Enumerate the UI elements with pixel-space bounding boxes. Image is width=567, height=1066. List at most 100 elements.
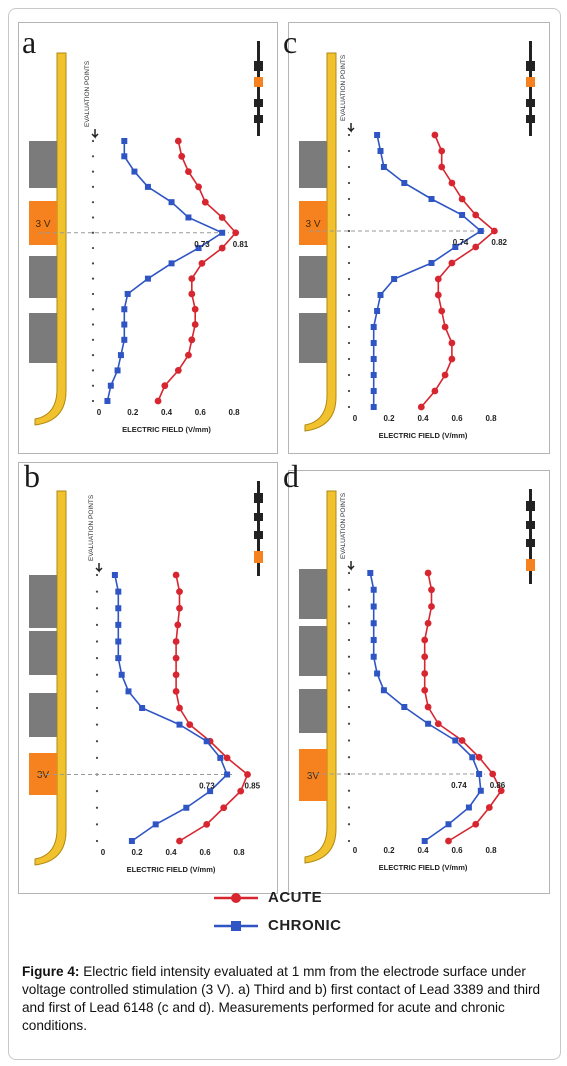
eval-point	[347, 325, 351, 329]
lead-indicator-segment	[526, 501, 535, 511]
eval-point	[95, 839, 99, 843]
eval-point	[91, 231, 95, 234]
active-contact	[299, 749, 327, 801]
chronic-point	[476, 771, 483, 777]
eval-point	[95, 706, 99, 710]
eval-point	[347, 622, 351, 625]
eval-point	[347, 772, 351, 776]
eval-point	[347, 571, 351, 575]
acute-point	[220, 804, 228, 812]
acute-point	[188, 275, 196, 283]
lead-indicator-segment	[526, 61, 535, 71]
acute-point	[472, 211, 480, 219]
acute-point	[172, 571, 180, 579]
acute-point	[188, 336, 196, 344]
caption-label: Figure 4:	[22, 964, 80, 979]
x-tick-label: 0.8	[233, 848, 245, 857]
eval-point	[91, 262, 95, 265]
acute-point	[441, 323, 449, 331]
chronic-point	[118, 671, 125, 678]
eval-point	[347, 655, 351, 658]
acute-point	[174, 621, 182, 629]
y-axis-label: EVALUATION POINTS	[84, 60, 91, 127]
eval-point	[347, 806, 351, 809]
legend-chronic-marker	[214, 921, 258, 931]
x-axis-label: ELECTRIC FIELD (V/mm)	[379, 863, 468, 872]
eval-point	[347, 756, 351, 759]
acute-point	[188, 290, 196, 298]
lead-body	[34, 490, 67, 866]
acute-point	[431, 387, 439, 395]
eval-point	[95, 657, 99, 660]
legend-acute-label: ACUTE	[268, 889, 323, 906]
acute-point	[176, 588, 183, 596]
active-contact	[299, 201, 327, 245]
chronic-point	[370, 340, 377, 346]
acute-point	[489, 770, 497, 778]
acute-point	[458, 737, 466, 744]
eval-point	[347, 405, 351, 409]
contact-1	[299, 141, 327, 188]
chronic-point	[115, 588, 122, 595]
eval-point	[347, 722, 351, 725]
x-tick-label: 0.6	[195, 408, 207, 417]
eval-point	[95, 723, 99, 726]
contact-2	[299, 626, 327, 676]
legend-chronic-label: CHRONIC	[268, 917, 342, 934]
acute-point	[472, 243, 480, 251]
chronic-point	[195, 245, 202, 252]
acute-point	[438, 147, 446, 155]
chronic-point	[131, 168, 138, 175]
chronic-point	[380, 164, 387, 170]
x-tick-label: 0.4	[417, 846, 429, 855]
acute-point	[428, 586, 435, 594]
eval-point	[347, 133, 351, 137]
chronic-point	[152, 821, 159, 828]
y-axis-label: EVALUATION POINTS	[340, 492, 347, 559]
acute-point	[185, 168, 192, 175]
acute-point	[445, 837, 452, 845]
chronic-point	[401, 704, 408, 710]
chart-b: 3V EVALUATION POINTS 0.85 0.73 0 0.2 0.4 0.6 0.8…	[29, 481, 263, 874]
contact-2	[299, 256, 327, 298]
acute-point	[434, 291, 442, 299]
x-tick-label: 0.4	[417, 414, 429, 423]
acute-point	[475, 753, 483, 761]
chronic-point	[104, 398, 111, 404]
lead-indicator-segment	[526, 539, 535, 547]
lead-indicator-segment	[254, 115, 263, 123]
acute-line	[420, 134, 496, 408]
acute-point	[172, 638, 180, 645]
eval-point	[347, 789, 351, 792]
chronic-point	[107, 382, 114, 389]
lead-body	[304, 490, 337, 864]
chronic-point	[114, 367, 121, 374]
chronic-point	[370, 372, 377, 378]
acute-point	[438, 307, 446, 315]
acute-point	[185, 351, 192, 359]
chronic-point	[428, 260, 435, 266]
chronic-point	[367, 570, 374, 576]
chronic-point	[121, 153, 128, 160]
chronic-point	[176, 721, 183, 728]
chronic-point	[117, 352, 124, 359]
panel-b: 3V EVALUATION POINTS 0.85 0.73 0 0.2 0.4 0.6 0.8…	[18, 462, 278, 894]
contact-2	[29, 256, 57, 298]
legend-acute-marker	[214, 893, 258, 903]
chronic-point	[425, 720, 432, 727]
chronic-point	[121, 321, 128, 328]
acute-point	[428, 603, 435, 610]
chronic-point	[377, 292, 384, 298]
eval-point	[347, 839, 351, 843]
eval-point	[95, 690, 99, 693]
x-tick-label: 0.8	[485, 414, 497, 423]
eval-point	[95, 823, 99, 826]
panel-label-b: b	[24, 458, 40, 494]
contact-3	[29, 693, 57, 737]
legend: ACUTE CHRONIC	[212, 888, 412, 938]
eval-point	[95, 740, 99, 743]
eval-point	[347, 277, 351, 281]
lead-indicator-segment	[526, 77, 535, 87]
eval-point	[91, 139, 95, 143]
eval-point	[347, 229, 351, 233]
